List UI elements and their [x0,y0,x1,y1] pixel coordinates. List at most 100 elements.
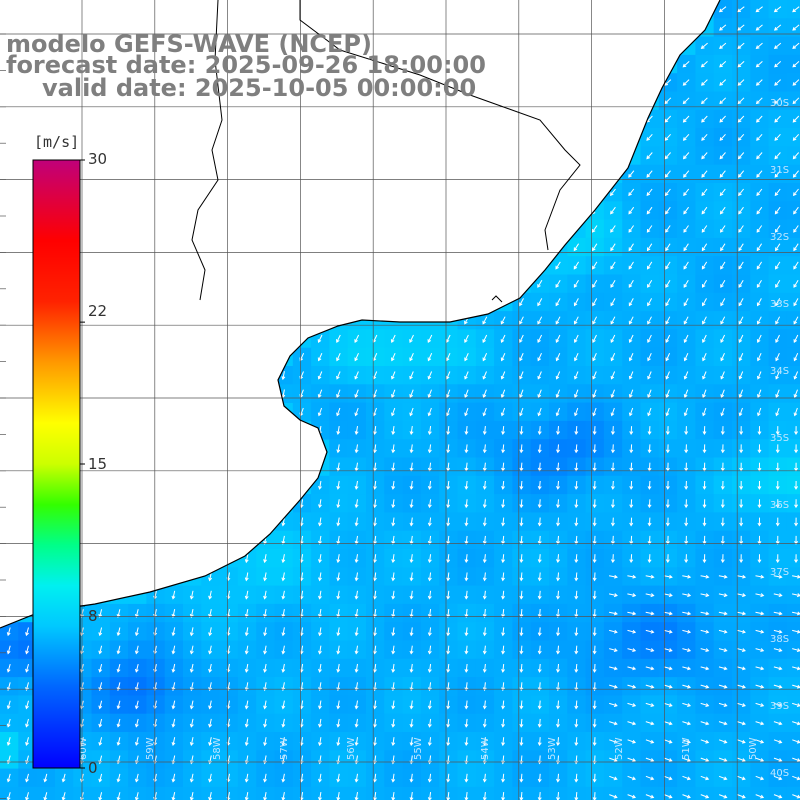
wind-arrow [684,517,689,527]
wind-arrow [682,593,692,598]
wind-arrow [116,609,121,618]
wind-arrow [482,316,488,325]
wind-arrow [500,316,506,325]
wind-arrow [556,590,560,600]
wind-arrow [464,517,469,527]
wind-arrow [592,499,597,509]
wind-arrow [482,627,487,637]
wind-arrow [501,792,506,800]
wind-arrow [756,206,763,215]
wind-arrow [354,334,360,343]
wind-arrow [738,188,744,197]
wind-arrow [775,389,780,399]
wind-arrow [719,61,727,68]
wind-arrow [482,371,487,380]
wind-arrow [628,352,634,362]
speed-cell [786,292,800,312]
wind-arrow [574,426,579,435]
wind-arrow [446,700,451,710]
wind-arrow [720,334,726,343]
wind-arrow [737,684,746,689]
wind-arrow [720,261,726,270]
wind-arrow [519,444,524,454]
wind-arrow [773,739,783,744]
wind-arrow [610,444,615,454]
speed-cell [786,256,800,275]
coastline [0,0,721,629]
wind-arrow [482,572,487,582]
wind-arrow [519,792,524,800]
wind-arrow [537,590,542,600]
wind-arrow [556,792,560,800]
wind-arrow [609,629,618,634]
wind-arrow [409,645,414,655]
wind-arrow [609,702,618,707]
wind-arrow [427,737,432,747]
wind-arrow [683,225,689,233]
wind-arrow [61,773,66,783]
wind-arrow [720,371,725,380]
wind-arrow [263,718,267,728]
wind-arrow [208,737,213,747]
wind-arrow [537,407,542,417]
colorbar-gradient [32,159,81,769]
wind-arrow [464,773,469,783]
wind-arrow [116,737,121,746]
wind-arrow [773,6,782,13]
wind-arrow [281,590,286,600]
wind-arrow [427,700,432,710]
wind-arrow [427,572,432,582]
wind-arrow [537,279,543,288]
wind-arrow [501,645,506,655]
wind-arrow [592,609,597,618]
wind-arrow [701,79,708,86]
wind-arrow [646,225,653,233]
wind-arrow [519,480,524,490]
wind-arrow [791,593,800,598]
wind-arrow [574,352,579,362]
wind-arrow [464,572,469,582]
wind-arrow [556,444,560,454]
wind-arrow [409,517,414,527]
wind-arrow [501,627,506,637]
wind-arrow [391,352,396,362]
wind-arrow [574,444,579,454]
wind-arrow [629,444,634,454]
wind-arrow [628,334,634,343]
wind-arrow [208,645,213,655]
wind-arrow [318,572,322,582]
wind-arrow [684,499,689,509]
wind-arrow [773,648,783,652]
wind-arrow [791,611,800,616]
speed-cell [786,622,800,641]
wind-arrow [244,554,249,564]
wind-arrow [574,389,579,399]
wind-arrow [336,590,341,600]
wind-arrow [793,279,799,288]
wind-arrow [720,243,726,252]
wind-arrow [409,389,414,399]
wind-arrow [336,554,341,564]
wind-arrow [755,24,763,31]
wind-arrow [501,480,506,490]
wind-arrow [171,773,176,783]
speed-cell [786,677,800,696]
wind-arrow [427,609,432,618]
wind-arrow [737,666,746,671]
wind-arrow [318,737,322,747]
wind-arrow [793,389,798,399]
wind-arrow [208,700,213,710]
wind-arrow [647,334,652,343]
wind-arrow [25,627,29,637]
speed-cell [786,475,800,495]
wind-arrow [482,663,487,673]
wind-arrow [446,718,451,728]
wind-arrow [281,389,286,399]
wind-arrow [775,352,780,362]
wind-arrow [682,775,691,781]
wind-arrow [683,316,689,325]
wind-arrow [372,517,377,527]
wind-arrow [189,627,194,637]
wind-arrow [720,352,725,362]
wind-arrow [427,444,432,454]
